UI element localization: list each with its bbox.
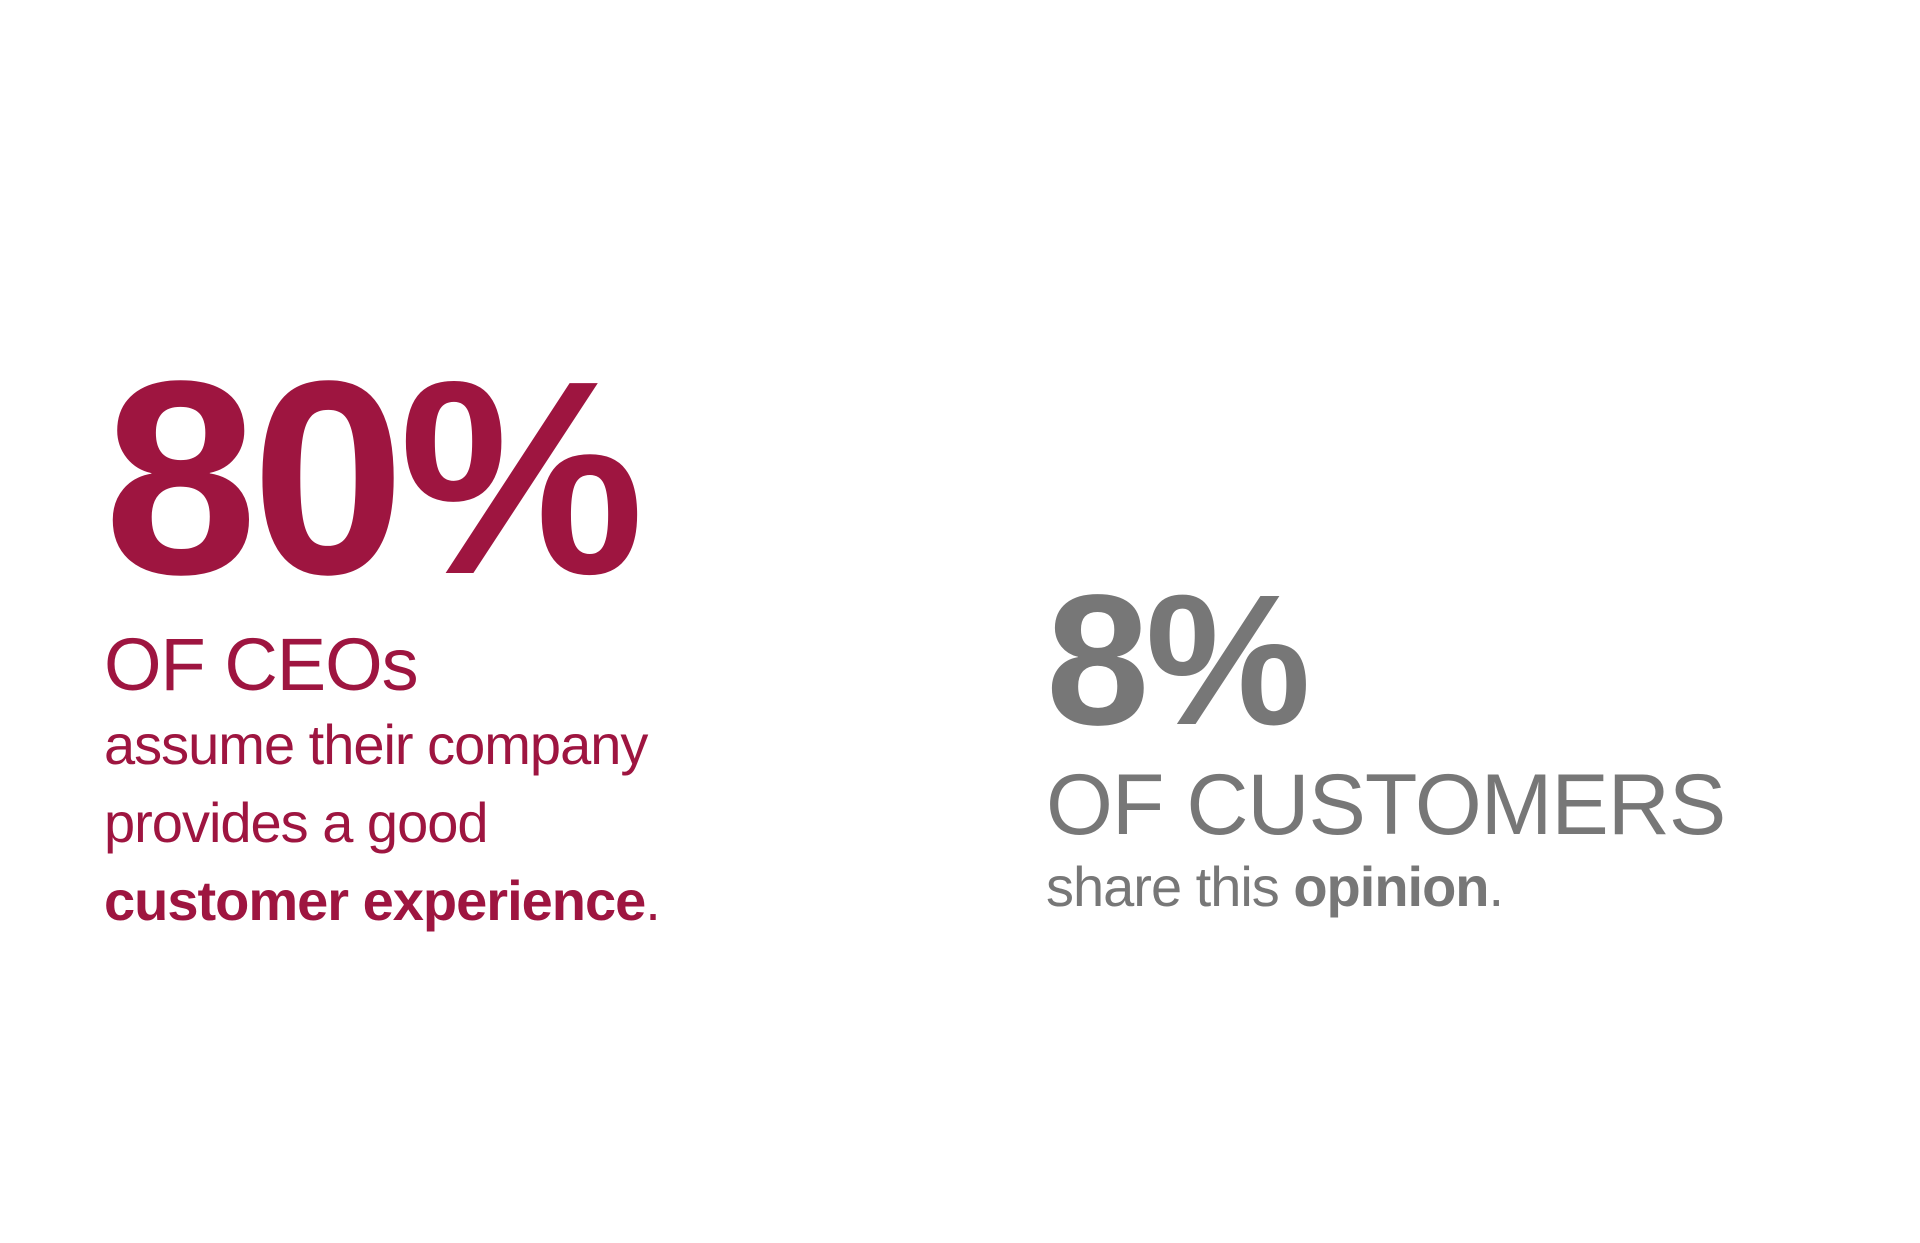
ceo-description-emphasis: customer experience [104,869,646,932]
ceo-subject: OF CEOs [104,623,419,706]
ceo-stat: 80% OF CEOs assume their company provide… [104,324,661,940]
customer-percentage: 8% [1046,557,1311,764]
ceo-description-line-2: provides a good [104,791,489,854]
customer-stat: 8% OF CUSTOMERS share this opinion. [1046,557,1726,926]
customer-description-text: share this [1046,855,1294,918]
customer-description-emphasis: opinion [1293,855,1489,918]
ceo-description-period: . [645,869,661,932]
ceo-description-line-1: assume their company [104,713,648,776]
customer-description: share this opinion. [1046,848,1725,926]
ceo-description-line-3: customer experience. [104,862,661,940]
customer-description-period: . [1488,855,1505,918]
customer-subject: OF CUSTOMERS [1046,757,1726,853]
ceo-percentage: 80% [104,324,644,632]
